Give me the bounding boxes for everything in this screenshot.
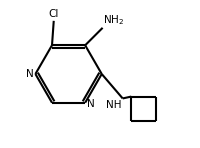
Text: NH$_2$: NH$_2$ [103,13,125,27]
Text: NH: NH [106,100,122,110]
Text: N: N [26,69,34,79]
Text: N: N [87,99,95,109]
Text: Cl: Cl [49,9,59,19]
